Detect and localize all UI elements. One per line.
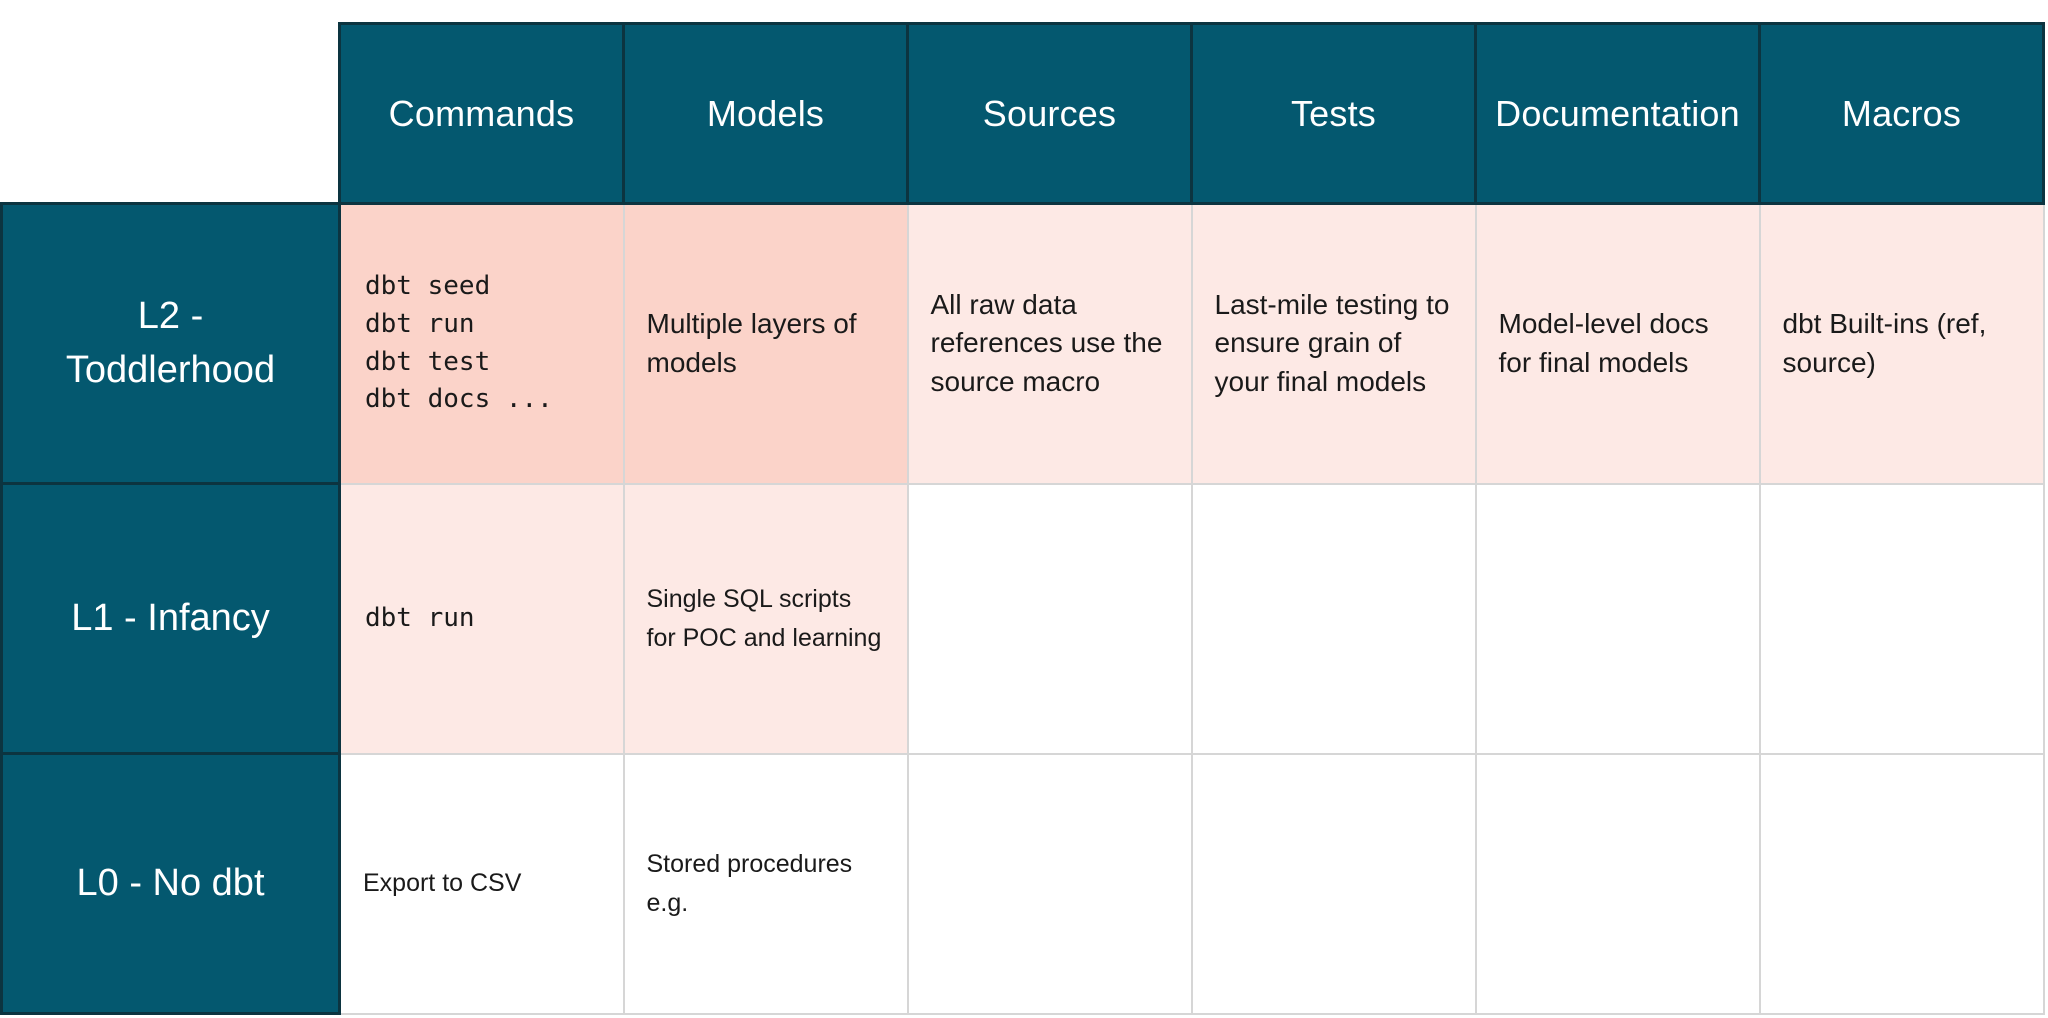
cell-l1-sources <box>906 482 1193 755</box>
cell-l0-macros <box>1758 752 2045 1015</box>
column-header-macros: Macros <box>1758 22 2045 205</box>
cell-l1-documentation <box>1474 482 1761 755</box>
table-row-l0: L0 - No dbt Export to CSV Stored procedu… <box>0 752 2045 1015</box>
cell-l1-macros <box>1758 482 2045 755</box>
cell-l1-models: Single SQL scripts for POC and learning <box>622 482 909 755</box>
row-header-l2-toddlerhood: L2 - Toddlerhood <box>0 202 341 485</box>
cell-l1-tests <box>1190 482 1477 755</box>
cell-l2-models: Multiple layers of models <box>622 202 909 485</box>
table-row-l2: L2 - Toddlerhood dbt seed dbt run dbt te… <box>0 202 2045 485</box>
cell-l0-models: Stored procedures e.g. <box>622 752 909 1015</box>
header-row: Commands Models Sources Tests Documentat… <box>1 22 2045 205</box>
column-header-documentation: Documentation <box>1474 22 1761 205</box>
cell-l2-commands: dbt seed dbt run dbt test dbt docs ... <box>338 202 625 485</box>
corner-cell <box>1 23 340 204</box>
column-header-commands: Commands <box>338 22 625 205</box>
cell-l0-documentation <box>1474 752 1761 1015</box>
column-header-sources: Sources <box>906 22 1193 205</box>
table-row-l1: L1 - Infancy dbt run Single SQL scripts … <box>0 482 2045 755</box>
cell-l0-commands: Export to CSV <box>338 752 625 1015</box>
dbt-maturity-table: Commands Models Sources Tests Documentat… <box>0 22 2045 1015</box>
cell-l2-tests: Last-mile testing to ensure grain of you… <box>1190 202 1477 485</box>
cell-l0-sources <box>906 752 1193 1015</box>
cell-l2-sources: All raw data references use the source m… <box>906 202 1193 485</box>
cell-l2-macros: dbt Built-ins (ref, source) <box>1758 202 2045 485</box>
cell-l2-documentation: Model-level docs for final models <box>1474 202 1761 485</box>
column-header-tests: Tests <box>1190 22 1477 205</box>
column-header-models: Models <box>622 22 909 205</box>
row-header-l1-infancy: L1 - Infancy <box>0 482 341 755</box>
cell-l1-commands: dbt run <box>338 482 625 755</box>
cell-l0-tests <box>1190 752 1477 1015</box>
row-header-l0-no-dbt: L0 - No dbt <box>0 752 341 1015</box>
